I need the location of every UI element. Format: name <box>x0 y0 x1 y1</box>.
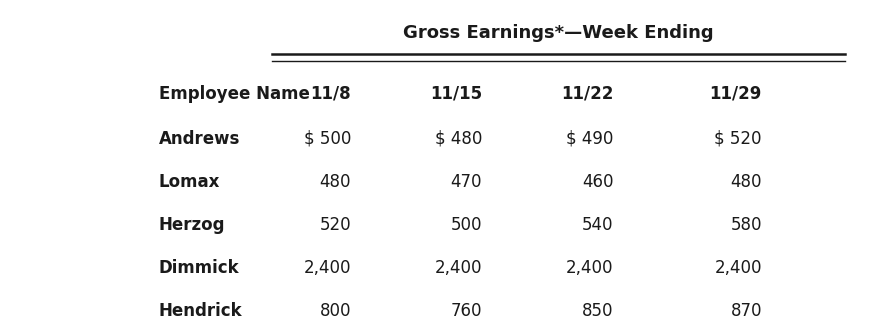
Text: 2,400: 2,400 <box>303 259 351 277</box>
Text: 870: 870 <box>731 303 762 320</box>
Text: 2,400: 2,400 <box>715 259 762 277</box>
Text: Herzog: Herzog <box>159 216 225 234</box>
Text: 460: 460 <box>581 173 613 191</box>
Text: 2,400: 2,400 <box>435 259 482 277</box>
Text: Andrews: Andrews <box>159 129 240 147</box>
Text: Lomax: Lomax <box>159 173 220 191</box>
Text: Employee Name: Employee Name <box>159 85 310 103</box>
Text: Hendrick: Hendrick <box>159 303 242 320</box>
Text: 11/8: 11/8 <box>310 85 351 103</box>
Text: 11/22: 11/22 <box>561 85 613 103</box>
Text: Gross Earnings*—Week Ending: Gross Earnings*—Week Ending <box>403 24 714 42</box>
Text: 520: 520 <box>319 216 351 234</box>
Text: 11/15: 11/15 <box>430 85 482 103</box>
Text: $ 490: $ 490 <box>566 129 613 147</box>
Text: 580: 580 <box>731 216 762 234</box>
Text: 470: 470 <box>451 173 482 191</box>
Text: 500: 500 <box>451 216 482 234</box>
Text: 480: 480 <box>319 173 351 191</box>
Text: $ 520: $ 520 <box>715 129 762 147</box>
Text: $ 500: $ 500 <box>303 129 351 147</box>
Text: 850: 850 <box>581 303 613 320</box>
Text: 11/29: 11/29 <box>709 85 762 103</box>
Text: Dimmick: Dimmick <box>159 259 239 277</box>
Text: 760: 760 <box>451 303 482 320</box>
Text: $ 480: $ 480 <box>435 129 482 147</box>
Text: 2,400: 2,400 <box>566 259 613 277</box>
Text: 480: 480 <box>731 173 762 191</box>
Text: 800: 800 <box>319 303 351 320</box>
Text: 540: 540 <box>581 216 613 234</box>
